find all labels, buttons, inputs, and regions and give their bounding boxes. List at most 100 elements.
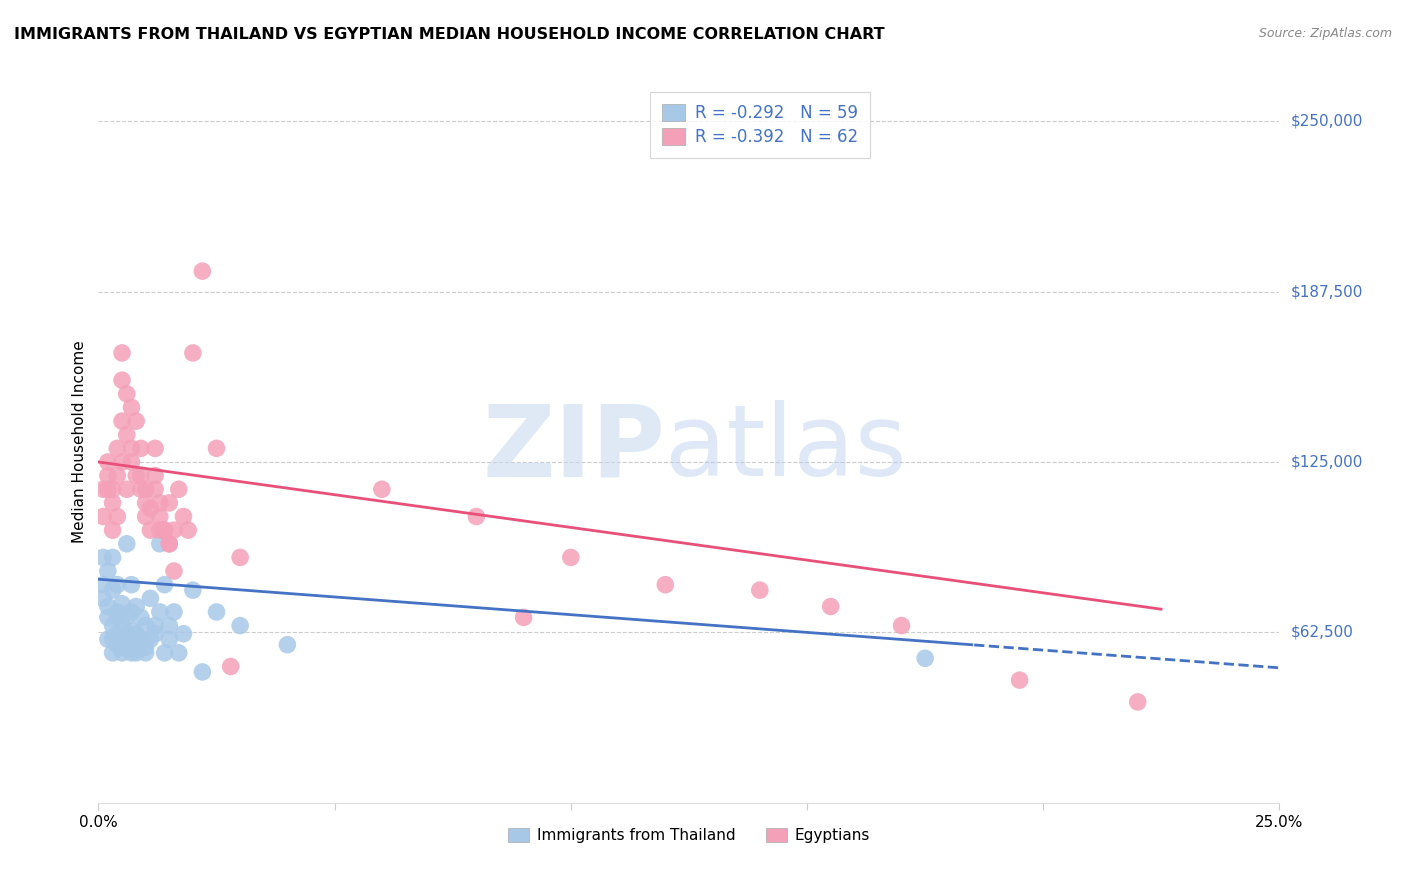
Point — [149, 523, 172, 537]
Point — [748, 583, 770, 598]
Point — [97, 599, 120, 614]
Point — [129, 482, 152, 496]
Point — [157, 632, 180, 647]
Point — [157, 537, 180, 551]
Point — [191, 264, 214, 278]
Point — [191, 665, 214, 679]
Point — [172, 509, 194, 524]
Point — [157, 496, 180, 510]
Point — [1126, 695, 1149, 709]
Point — [512, 610, 534, 624]
Point — [143, 482, 166, 496]
Point — [139, 632, 162, 647]
Point — [143, 442, 166, 456]
Point — [153, 523, 176, 537]
Point — [143, 618, 166, 632]
Point — [121, 624, 143, 638]
Point — [101, 550, 124, 565]
Point — [101, 632, 124, 647]
Text: Source: ZipAtlas.com: Source: ZipAtlas.com — [1258, 27, 1392, 40]
Point — [111, 373, 134, 387]
Point — [111, 632, 134, 647]
Point — [121, 605, 143, 619]
Point — [101, 618, 124, 632]
Point — [172, 626, 194, 640]
Point — [111, 455, 134, 469]
Point — [97, 455, 120, 469]
Point — [121, 646, 143, 660]
Point — [163, 564, 186, 578]
Point — [97, 468, 120, 483]
Point — [125, 468, 148, 483]
Point — [135, 618, 157, 632]
Point — [105, 468, 128, 483]
Point — [149, 605, 172, 619]
Point — [820, 599, 842, 614]
Point — [153, 577, 176, 591]
Point — [129, 442, 152, 456]
Point — [125, 414, 148, 428]
Point — [101, 583, 124, 598]
Point — [276, 638, 298, 652]
Point — [135, 482, 157, 496]
Point — [135, 646, 157, 660]
Point — [115, 482, 138, 496]
Point — [125, 626, 148, 640]
Point — [105, 509, 128, 524]
Point — [153, 646, 176, 660]
Point — [105, 605, 128, 619]
Point — [153, 523, 176, 537]
Legend: Immigrants from Thailand, Egyptians: Immigrants from Thailand, Egyptians — [502, 822, 876, 849]
Text: $125,000: $125,000 — [1291, 455, 1362, 469]
Point — [101, 496, 124, 510]
Point — [115, 626, 138, 640]
Point — [139, 501, 162, 516]
Point — [121, 577, 143, 591]
Point — [115, 537, 138, 551]
Point — [149, 537, 172, 551]
Point — [111, 618, 134, 632]
Point — [115, 427, 138, 442]
Point — [125, 640, 148, 655]
Point — [163, 523, 186, 537]
Point — [143, 626, 166, 640]
Point — [654, 577, 676, 591]
Point — [91, 577, 114, 591]
Point — [115, 387, 138, 401]
Point — [111, 346, 134, 360]
Point — [129, 610, 152, 624]
Text: IMMIGRANTS FROM THAILAND VS EGYPTIAN MEDIAN HOUSEHOLD INCOME CORRELATION CHART: IMMIGRANTS FROM THAILAND VS EGYPTIAN MED… — [14, 27, 884, 42]
Point — [121, 401, 143, 415]
Point — [121, 442, 143, 456]
Text: $187,500: $187,500 — [1291, 284, 1362, 299]
Point — [91, 550, 114, 565]
Point — [229, 618, 252, 632]
Point — [157, 537, 180, 551]
Point — [205, 442, 228, 456]
Point — [371, 482, 394, 496]
Point — [205, 605, 228, 619]
Text: atlas: atlas — [665, 401, 907, 497]
Point — [101, 482, 124, 496]
Point — [97, 564, 120, 578]
Point — [149, 509, 172, 524]
Point — [91, 509, 114, 524]
Point — [135, 509, 157, 524]
Point — [181, 346, 204, 360]
Text: $250,000: $250,000 — [1291, 113, 1362, 128]
Point — [101, 646, 124, 660]
Point — [177, 523, 200, 537]
Point — [129, 632, 152, 647]
Text: ZIP: ZIP — [482, 401, 665, 497]
Point — [143, 468, 166, 483]
Point — [181, 583, 204, 598]
Point — [111, 646, 134, 660]
Point — [125, 646, 148, 660]
Point — [125, 599, 148, 614]
Point — [97, 482, 120, 496]
Y-axis label: Median Household Income: Median Household Income — [72, 340, 87, 543]
Point — [105, 626, 128, 640]
Point — [111, 414, 134, 428]
Point — [97, 610, 120, 624]
Point — [560, 550, 582, 565]
